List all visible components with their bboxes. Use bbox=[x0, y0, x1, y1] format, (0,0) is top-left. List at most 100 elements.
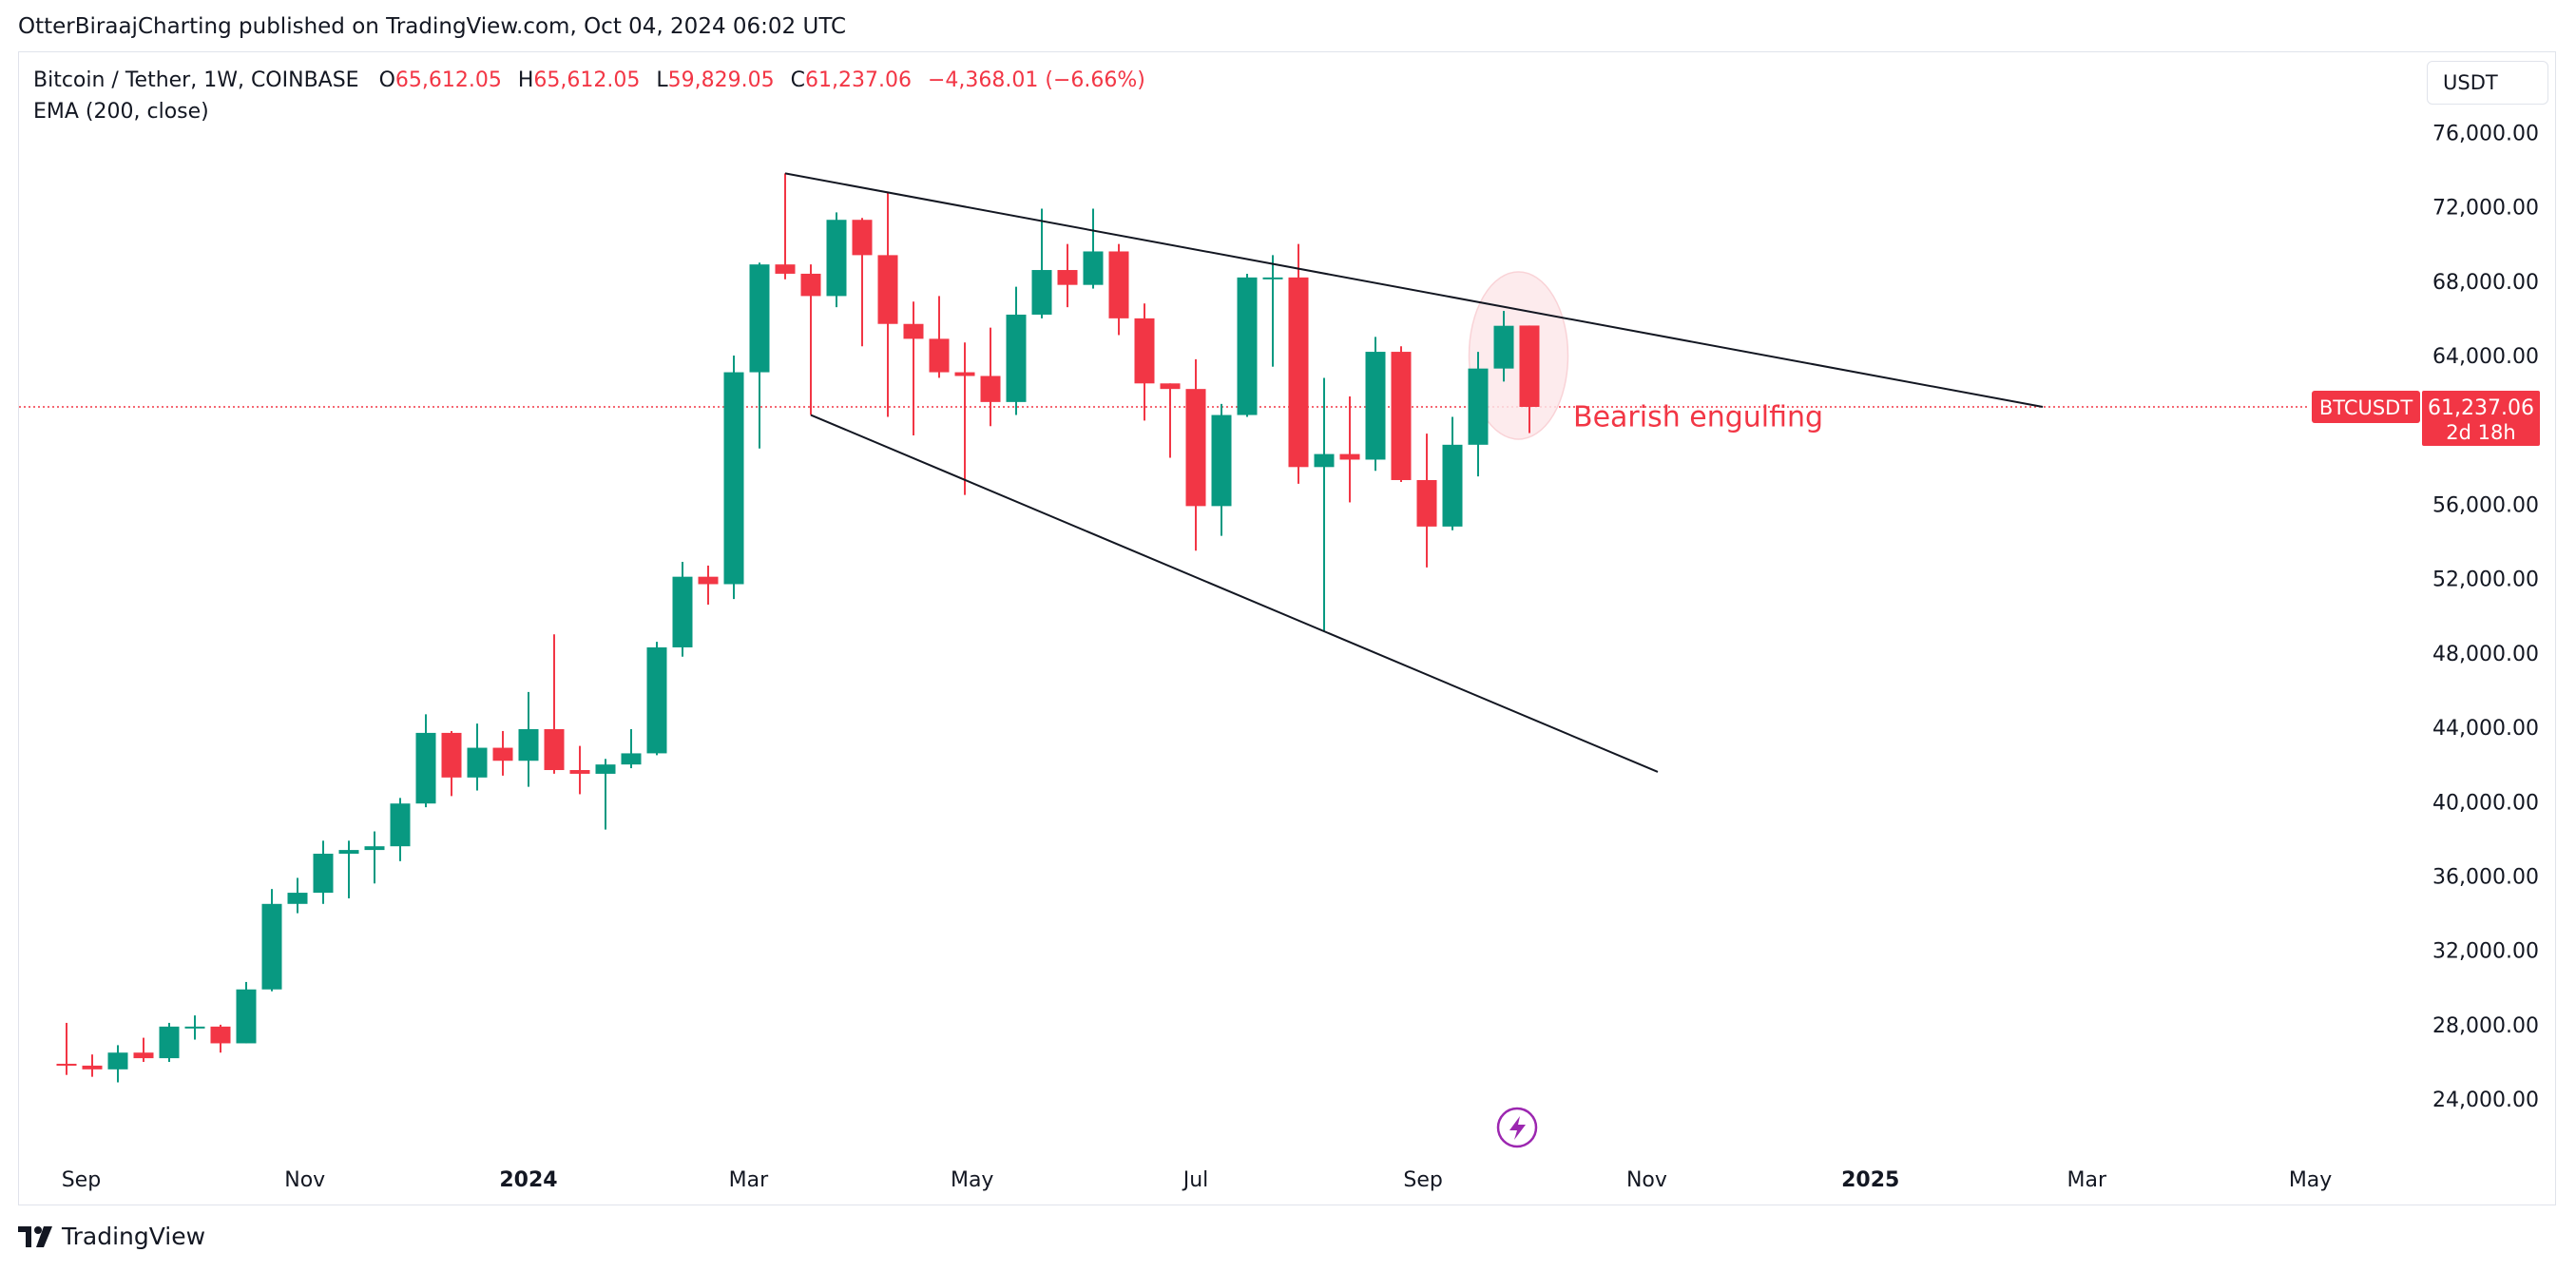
ticker-tag-bg bbox=[2312, 390, 2420, 423]
y-tick-label: 68,000.00 bbox=[2432, 271, 2539, 295]
candle-body bbox=[1134, 318, 1155, 384]
candle-body bbox=[877, 255, 898, 324]
x-tick-label: Nov bbox=[1626, 1168, 1667, 1192]
candle-body bbox=[826, 220, 847, 297]
candle-body bbox=[672, 576, 693, 647]
y-tick-label: 32,000.00 bbox=[2432, 940, 2539, 964]
candle-body bbox=[1314, 453, 1335, 468]
candle-body bbox=[929, 338, 950, 373]
candle-body bbox=[1160, 383, 1181, 390]
candle-body bbox=[133, 1052, 154, 1059]
candle-body bbox=[210, 1026, 231, 1044]
candle-body bbox=[621, 753, 642, 765]
y-tick-label: 72,000.00 bbox=[2432, 197, 2539, 221]
candle-body bbox=[1211, 414, 1232, 507]
candle-body bbox=[1237, 277, 1258, 415]
price-change: −4,368.01 (−6.66%) bbox=[927, 68, 1145, 92]
last-price-label: 61,237.06 bbox=[2428, 396, 2534, 420]
candle-body bbox=[390, 803, 411, 847]
bolt-icon bbox=[1509, 1116, 1526, 1140]
candle-body bbox=[698, 576, 719, 585]
x-tick-label: May bbox=[2289, 1168, 2332, 1192]
candle-body bbox=[1339, 453, 1360, 460]
candle-body bbox=[1493, 325, 1514, 369]
candle-body bbox=[1468, 368, 1489, 445]
candle-body bbox=[338, 850, 359, 855]
candle-body bbox=[518, 729, 539, 761]
x-tick-label: 2024 bbox=[499, 1168, 557, 1192]
candle-body bbox=[159, 1026, 180, 1059]
candle-body bbox=[184, 1026, 205, 1029]
candle-body bbox=[980, 376, 1001, 402]
candle-body bbox=[1083, 251, 1104, 285]
candle-body bbox=[1262, 277, 1283, 279]
ticker-tag: BTCUSDT bbox=[2319, 396, 2413, 419]
x-tick-label: Jul bbox=[1182, 1168, 1209, 1192]
y-tick-label: 52,000.00 bbox=[2432, 569, 2539, 592]
ema-indicator-label[interactable]: EMA (200, close) bbox=[33, 100, 209, 124]
y-tick-label: 28,000.00 bbox=[2432, 1014, 2539, 1038]
high-label: H bbox=[517, 68, 534, 92]
tradingview-logo-icon bbox=[18, 1225, 52, 1247]
y-tick-label: 40,000.00 bbox=[2432, 791, 2539, 815]
candle-body bbox=[236, 989, 257, 1044]
candle-body bbox=[852, 220, 873, 256]
candle-body bbox=[1108, 251, 1129, 318]
candle-body bbox=[569, 770, 590, 774]
x-tick-label: Mar bbox=[2067, 1168, 2107, 1192]
candle-body bbox=[1185, 389, 1206, 507]
bearish-engulfing-annotation[interactable]: Bearish engulfing bbox=[1573, 400, 1823, 434]
candle-body bbox=[1006, 314, 1027, 402]
candle-body bbox=[595, 764, 616, 774]
candle-body bbox=[775, 264, 796, 274]
candle-body bbox=[261, 903, 282, 990]
tradingview-brand[interactable]: TradingView bbox=[18, 1223, 205, 1250]
low-value: 59,829.05 bbox=[667, 68, 775, 92]
chart-pane[interactable] bbox=[18, 51, 2556, 1205]
y-tick-label: 44,000.00 bbox=[2432, 717, 2539, 741]
candle-body bbox=[1416, 479, 1437, 527]
candle-body bbox=[1288, 277, 1309, 468]
price-tag-bg bbox=[2422, 390, 2540, 446]
y-tick-label: 24,000.00 bbox=[2432, 1089, 2539, 1112]
candle-body bbox=[415, 732, 436, 804]
candle-body bbox=[467, 747, 488, 778]
x-tick-label: Nov bbox=[284, 1168, 325, 1192]
candle-body bbox=[313, 854, 334, 894]
trendline-upper bbox=[784, 172, 2044, 408]
candle-body bbox=[544, 729, 565, 771]
candle-body bbox=[1031, 270, 1052, 315]
candle-body bbox=[364, 846, 385, 851]
publisher-caption: OtterBiraajCharting published on Trading… bbox=[18, 14, 847, 39]
y-tick-label: 48,000.00 bbox=[2432, 643, 2539, 666]
candle-body bbox=[749, 264, 770, 373]
high-value: 65,612.05 bbox=[533, 68, 641, 92]
y-tick-label: 64,000.00 bbox=[2432, 345, 2539, 369]
x-tick-label: Sep bbox=[1403, 1168, 1442, 1192]
open-value: 65,612.05 bbox=[394, 68, 502, 92]
candle-body bbox=[1391, 352, 1412, 480]
candle-body bbox=[800, 273, 821, 297]
brand-name: TradingView bbox=[62, 1223, 206, 1250]
close-value: 61,237.06 bbox=[805, 68, 912, 92]
candle-body bbox=[107, 1052, 128, 1070]
symbol-name[interactable]: Bitcoin / Tether, 1W, COINBASE bbox=[33, 68, 359, 92]
candle-body bbox=[1442, 444, 1463, 527]
bar-countdown-label: 2d 18h bbox=[2446, 421, 2515, 444]
y-tick-label: 56,000.00 bbox=[2432, 493, 2539, 517]
y-tick-label: 36,000.00 bbox=[2432, 865, 2539, 889]
currency-button[interactable]: USDT bbox=[2427, 61, 2548, 105]
open-label: O bbox=[378, 68, 395, 92]
close-label: C bbox=[790, 68, 805, 92]
trendline-lower bbox=[810, 414, 1659, 773]
candle-body bbox=[954, 372, 975, 376]
candle-body bbox=[646, 646, 667, 754]
candle-body bbox=[903, 323, 924, 339]
candle-body bbox=[1057, 270, 1078, 285]
candle-body bbox=[82, 1065, 103, 1070]
candle-body bbox=[492, 747, 513, 761]
low-label: L bbox=[656, 68, 668, 92]
symbol-legend[interactable]: Bitcoin / Tether, 1W, COINBASE O65,612.0… bbox=[33, 68, 1155, 92]
candle-body bbox=[287, 893, 308, 904]
